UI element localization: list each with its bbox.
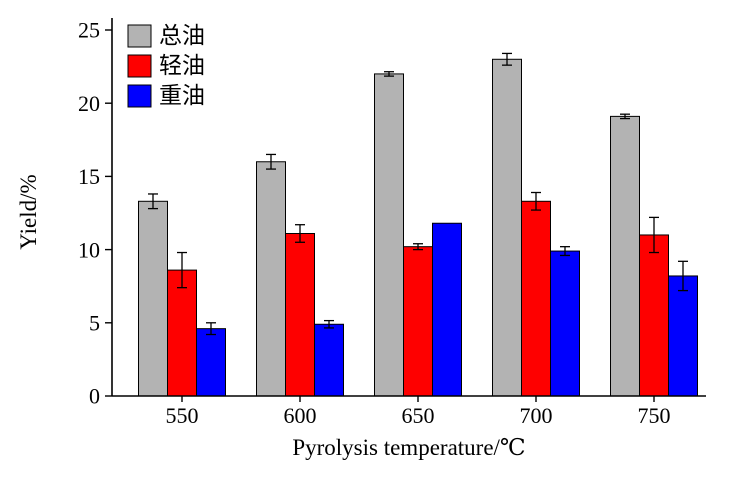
- y-tick-label: 10: [78, 237, 100, 262]
- bar-轻油-550: [167, 269, 197, 397]
- axes-layer: 0 5 10 15 20 25 550 600 650 700 750: [78, 18, 706, 428]
- bar-总油-650: [374, 73, 404, 397]
- legend-swatch-总油: [127, 24, 152, 48]
- y-tick-label: 15: [78, 164, 100, 189]
- y-axis-title: Yield/%: [16, 174, 41, 249]
- bars-layer: [138, 58, 698, 397]
- bar-轻油-700: [521, 200, 551, 397]
- error-bars-layer: [148, 52, 688, 336]
- bar-总油-750: [610, 115, 640, 397]
- legend-label-重油: 重油: [159, 83, 205, 108]
- y-tick-label: 0: [89, 384, 100, 409]
- y-tick-label: 25: [78, 18, 100, 43]
- x-tick-label: 600: [284, 403, 317, 428]
- bar-轻油-750: [639, 234, 669, 397]
- y-tick-label: 20: [78, 91, 100, 116]
- bar-总油-600: [256, 161, 286, 397]
- legend-swatch-重油: [127, 84, 152, 108]
- legend-swatch-轻油: [127, 54, 152, 78]
- x-axis-title: Pyrolysis temperature/℃: [292, 435, 525, 460]
- legend-label-总油: 总油: [159, 23, 205, 48]
- bar-重油-650: [432, 222, 462, 397]
- bar-总油-700: [492, 58, 522, 397]
- bar-轻油-650: [403, 246, 433, 397]
- bar-总油-550: [138, 200, 168, 397]
- y-tick-label: 5: [89, 311, 100, 336]
- bar-重油-700: [550, 250, 580, 397]
- x-tick-label: 700: [520, 403, 553, 428]
- legend-label-轻油: 轻油: [159, 53, 205, 78]
- x-tick-label: 750: [638, 403, 671, 428]
- bar-轻油-600: [285, 232, 315, 397]
- x-tick-label: 650: [402, 403, 435, 428]
- bar-重油-600: [314, 323, 344, 397]
- x-tick-label: 550: [166, 403, 199, 428]
- bar-重油-750: [668, 275, 698, 397]
- bar-重油-550: [196, 328, 226, 397]
